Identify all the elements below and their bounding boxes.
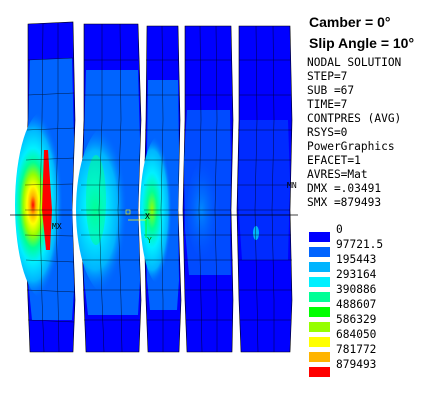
legend-swatch xyxy=(309,307,330,317)
legend-swatch xyxy=(309,247,330,257)
legend-value: 0 xyxy=(336,223,343,236)
solution-info: NODAL SOLUTION STEP=7 SUB =67 TIME=7 CON… xyxy=(307,56,401,210)
tread-strip-5 xyxy=(236,25,293,353)
camber-title: Camber = 0° xyxy=(309,14,391,30)
mesh-grid xyxy=(24,23,292,353)
info-line: RSYS=0 xyxy=(307,126,348,139)
tread-strip-1 xyxy=(15,21,76,353)
legend-value: 781772 xyxy=(336,343,377,356)
axis-x-label: X xyxy=(145,212,150,221)
info-line: PowerGraphics xyxy=(307,140,395,153)
legend-swatch xyxy=(309,277,330,287)
tread-strip-2 xyxy=(76,23,142,353)
tread-strip-4 xyxy=(182,25,234,353)
tread-strip-3 xyxy=(140,25,182,353)
contour-plot xyxy=(10,21,298,353)
info-line: SUB =67 xyxy=(307,84,355,97)
info-line: DMX =.03491 xyxy=(307,182,382,195)
max-marker-label: MX xyxy=(52,222,62,231)
legend-swatch xyxy=(309,232,330,242)
info-line: AVRES=Mat xyxy=(307,168,368,181)
legend-value: 195443 xyxy=(336,253,377,266)
legend-swatch xyxy=(309,352,330,362)
min-marker-label: MN xyxy=(287,181,297,190)
info-line: SMX =879493 xyxy=(307,196,382,209)
legend-value: 390886 xyxy=(336,283,377,296)
legend-swatch xyxy=(309,322,330,332)
legend-value: 879493 xyxy=(336,358,377,371)
slip-angle-title: Slip Angle = 10° xyxy=(309,35,415,51)
legend-value: 97721.5 xyxy=(336,238,384,251)
info-line: TIME=7 xyxy=(307,98,348,111)
legend-swatch xyxy=(309,262,330,272)
legend-value: 488607 xyxy=(336,298,377,311)
legend-swatch xyxy=(309,367,330,377)
legend-value: 586329 xyxy=(336,313,377,326)
info-line: STEP=7 xyxy=(307,70,348,83)
info-line: NODAL SOLUTION xyxy=(307,56,402,69)
legend-value: 684050 xyxy=(336,328,377,341)
info-line: EFACET=1 xyxy=(307,154,361,167)
legend-swatch xyxy=(309,292,330,302)
axis-y-label: Y xyxy=(147,236,152,245)
legend-value: 293164 xyxy=(336,268,377,281)
legend-swatch xyxy=(309,337,330,347)
coordinate-triad xyxy=(125,209,147,238)
info-line: CONTPRES (AVG) xyxy=(307,112,402,125)
